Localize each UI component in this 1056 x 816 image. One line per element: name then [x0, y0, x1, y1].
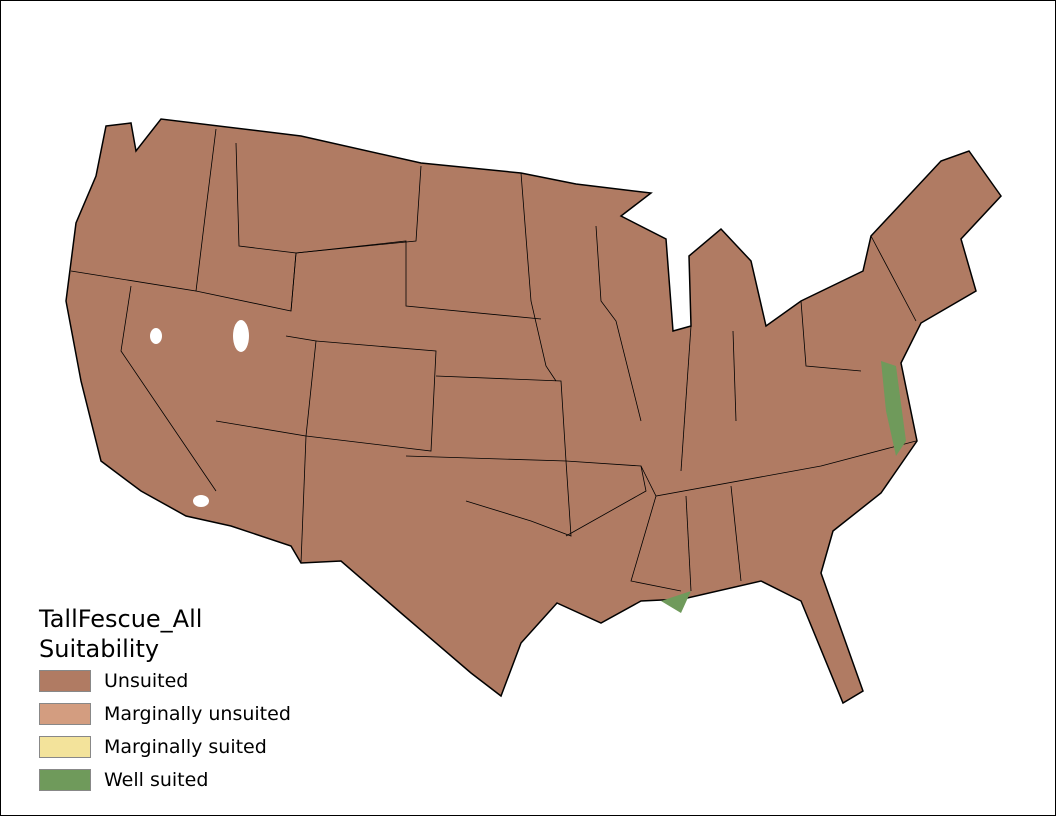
legend-item-well-suited: Well suited — [39, 763, 291, 796]
legend-swatch — [39, 768, 91, 791]
legend-item-marginally-suited: Marginally suited — [39, 730, 291, 763]
legend-swatch — [39, 735, 91, 758]
well-suited-coast — [661, 361, 906, 613]
legend-swatch — [39, 669, 91, 692]
nodata-areas — [150, 320, 249, 507]
us-outline — [65, 118, 1002, 705]
legend-subtitle: Suitability — [39, 635, 160, 663]
legend-title: TallFescue_All — [39, 605, 203, 633]
legend: TallFescue_All Suitability Unsuited Marg… — [39, 604, 291, 796]
legend-item-unsuited: Unsuited — [39, 664, 291, 697]
legend-swatch — [39, 702, 91, 725]
state-borders — [70, 128, 917, 592]
legend-item-marginally-unsuited: Marginally unsuited — [39, 697, 291, 730]
